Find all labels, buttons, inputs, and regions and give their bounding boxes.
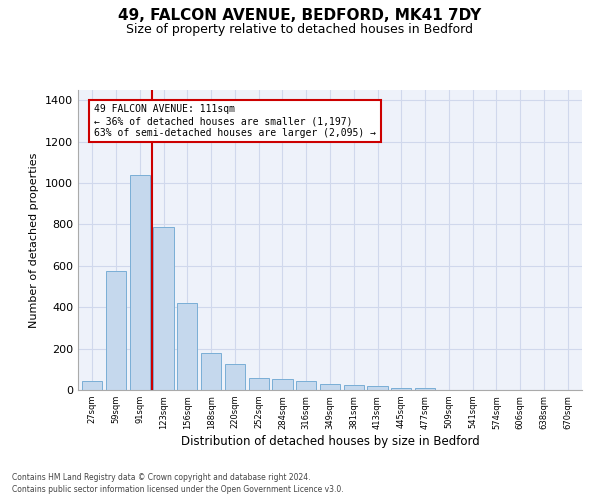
Bar [106,271,126,390]
Y-axis label: Number of detached properties: Number of detached properties [29,152,40,328]
Bar [296,380,316,390]
Text: Distribution of detached houses by size in Bedford: Distribution of detached houses by size … [181,435,479,448]
Text: 49, FALCON AVENUE, BEDFORD, MK41 7DY: 49, FALCON AVENUE, BEDFORD, MK41 7DY [118,8,482,22]
Bar [82,380,103,390]
Bar [201,353,221,390]
Bar [130,175,150,390]
Bar [320,384,340,390]
Bar [391,388,412,390]
Text: Size of property relative to detached houses in Bedford: Size of property relative to detached ho… [127,22,473,36]
Bar [154,226,173,390]
Bar [367,386,388,390]
Text: 49 FALCON AVENUE: 111sqm
← 36% of detached houses are smaller (1,197)
63% of sem: 49 FALCON AVENUE: 111sqm ← 36% of detach… [94,104,376,138]
Bar [415,388,435,390]
Bar [177,303,197,390]
Text: Contains HM Land Registry data © Crown copyright and database right 2024.: Contains HM Land Registry data © Crown c… [12,473,311,482]
Bar [248,378,269,390]
Bar [272,378,293,390]
Bar [225,364,245,390]
Bar [344,385,364,390]
Text: Contains public sector information licensed under the Open Government Licence v3: Contains public sector information licen… [12,486,344,494]
